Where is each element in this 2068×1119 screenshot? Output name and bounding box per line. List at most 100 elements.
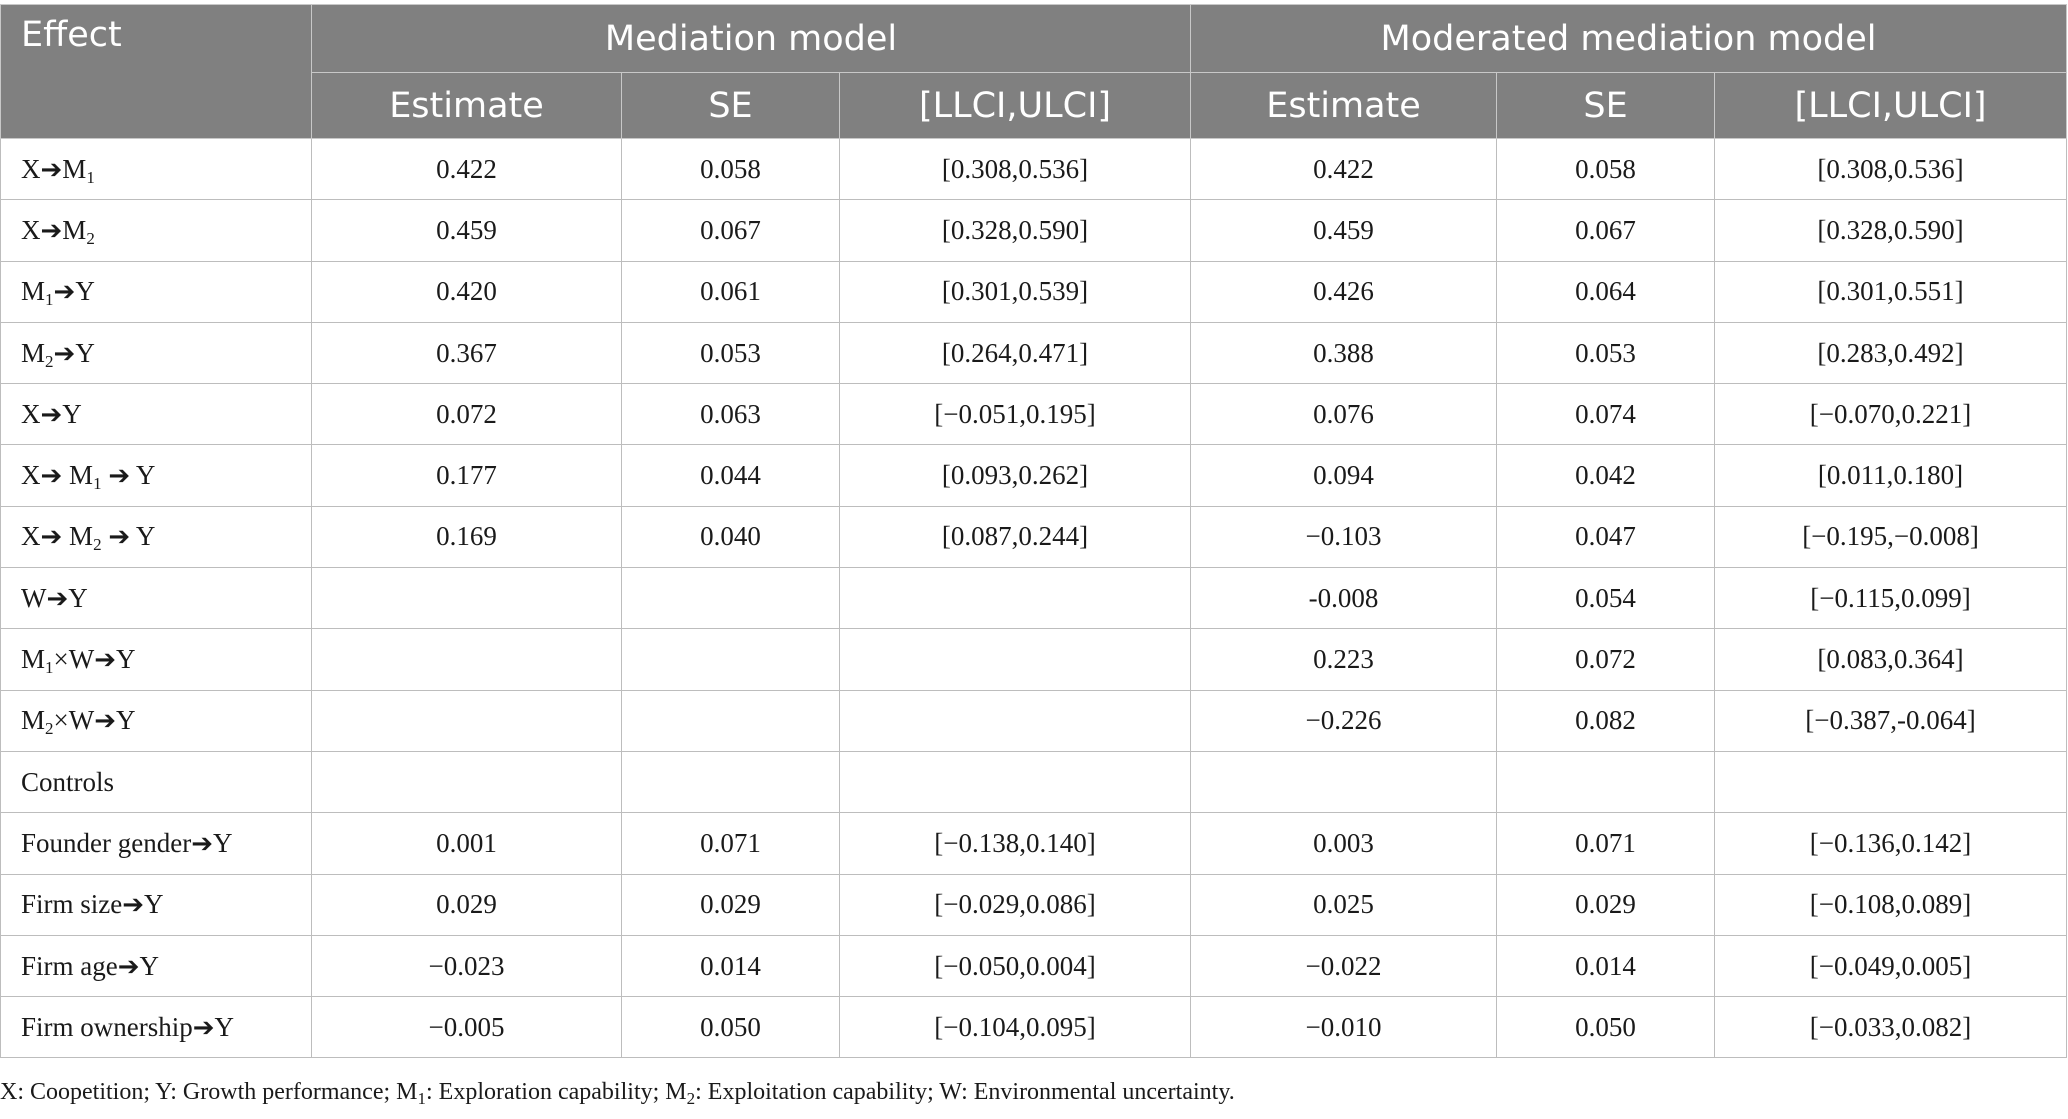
effect-label: X➔ M2 ➔ Y bbox=[0, 505, 312, 569]
table-row: W➔Y -0.008 0.054 [−0.115,0.099] bbox=[0, 567, 2068, 630]
arrow-icon: ➔ bbox=[53, 277, 76, 308]
effect-label-text: Y bbox=[130, 460, 156, 491]
moderated-se-cell: 0.042 bbox=[1496, 444, 1716, 507]
effect-label-text: Y bbox=[139, 950, 160, 981]
moderated-se-cell: 0.082 bbox=[1496, 689, 1716, 752]
effect-label-text: X bbox=[21, 521, 41, 552]
arrow-icon: ➔ bbox=[40, 461, 63, 492]
table-row: M1×W➔Y 0.223 0.072 [0.083,0.364] bbox=[0, 628, 2068, 691]
moderated-estimate-cell: 0.223 bbox=[1190, 628, 1498, 691]
effect-label: W➔Y bbox=[0, 567, 312, 630]
moderated-se-cell: 0.050 bbox=[1496, 996, 1716, 1059]
mediation-estimate-cell bbox=[311, 628, 622, 691]
moderated-estimate-cell: 0.076 bbox=[1190, 383, 1498, 446]
effect-label: Firm age➔Y bbox=[0, 934, 312, 998]
effect-label-text: Y bbox=[62, 398, 82, 429]
moderated-se-cell: 0.058 bbox=[1496, 137, 1716, 201]
mediation-ci-cell: [0.264,0.471] bbox=[838, 321, 1192, 385]
effect-label: X➔ M1 ➔ Y bbox=[0, 444, 312, 507]
effect-label-text: Y bbox=[68, 582, 88, 613]
results-table-container: Effect Mediation model Moderated mediati… bbox=[0, 4, 2068, 1059]
arrow-icon: ➔ bbox=[53, 338, 76, 369]
effect-label-text: Y bbox=[130, 521, 156, 552]
moderated-ci-cell: [0.308,0.536] bbox=[1714, 137, 2068, 201]
mediation-estimate-cell bbox=[311, 689, 622, 752]
effect-label: Founder gender➔Y bbox=[0, 812, 312, 875]
table-row: Firm age➔Y −0.023 0.014 [−0.050,0.004] −0.02… bbox=[0, 934, 2068, 998]
moderated-ci-cell: [−0.115,0.099] bbox=[1714, 567, 2068, 630]
moderated-ci-cell: [0.011,0.180] bbox=[1714, 444, 2068, 507]
effect-label: Controls bbox=[0, 750, 312, 814]
mediation-se-cell bbox=[621, 750, 840, 814]
mediation-se-cell: 0.044 bbox=[621, 444, 840, 507]
mediation-estimate-cell: 0.072 bbox=[311, 383, 622, 446]
mediation-se-cell: 0.058 bbox=[621, 137, 840, 201]
effect-label: Firm size➔Y bbox=[0, 873, 312, 936]
effect-label-text: M bbox=[21, 644, 46, 675]
arrow-icon: ➔ bbox=[192, 1012, 215, 1043]
moderated-estimate-cell: 0.388 bbox=[1190, 321, 1498, 385]
mediation-ci-cell: [0.301,0.539] bbox=[838, 260, 1192, 323]
effect-column-header: Effect bbox=[0, 4, 312, 139]
mediation-se-cell: 0.067 bbox=[621, 199, 840, 262]
effect-label-text: ×W bbox=[53, 705, 95, 736]
mediation-estimate-cell bbox=[311, 750, 622, 814]
arrow-icon: ➔ bbox=[117, 951, 140, 982]
moderated-estimate-cell: 0.422 bbox=[1190, 137, 1498, 201]
table-row: Founder gender➔Y 0.001 0.071 [−0.138,0.140]… bbox=[0, 812, 2068, 875]
effect-label: Firm ownership➔Y bbox=[0, 996, 312, 1059]
table-row: Firm size➔Y 0.029 0.029 [−0.029,0.086] 0.025… bbox=[0, 873, 2068, 936]
table-row: Firm ownership➔Y −0.005 0.050 [−0.104,0.095… bbox=[0, 996, 2068, 1059]
effect-label-text: X bbox=[21, 153, 41, 184]
moderated-ci-cell: [−0.108,0.089] bbox=[1714, 873, 2068, 936]
moderated-estimate-cell bbox=[1190, 750, 1498, 814]
results-table: Effect Mediation model Moderated mediati… bbox=[0, 4, 2068, 1059]
moderated-se-cell: 0.029 bbox=[1496, 873, 1716, 936]
effect-label-subscript: 2 bbox=[86, 228, 95, 248]
arrow-icon: ➔ bbox=[40, 215, 63, 246]
table-row: M2×W➔Y −0.226 0.082 [−0.387,-0.064] bbox=[0, 689, 2068, 752]
mediation-se-cell bbox=[621, 628, 840, 691]
moderated-ci-header: [LLCI,ULCI] bbox=[1714, 72, 2068, 139]
mediation-estimate-cell: 0.029 bbox=[311, 873, 622, 936]
effect-label-text: Y bbox=[75, 337, 95, 368]
mediation-se-cell: 0.050 bbox=[621, 996, 840, 1059]
moderated-mediation-model-header: Moderated mediation model bbox=[1190, 4, 2068, 73]
mediation-ci-cell: [−0.104,0.095] bbox=[838, 996, 1192, 1059]
mediation-se-cell: 0.061 bbox=[621, 260, 840, 323]
table-row: X➔M1 0.422 0.058 [0.308,0.536] 0.422 0.058 [0.… bbox=[0, 137, 2068, 201]
moderated-ci-cell: [0.328,0.590] bbox=[1714, 199, 2068, 262]
mediation-ci-cell: [−0.050,0.004] bbox=[838, 934, 1192, 998]
mediation-ci-cell: [0.328,0.590] bbox=[838, 199, 1192, 262]
effect-label-text: Y bbox=[116, 705, 136, 736]
mediation-se-cell: 0.063 bbox=[621, 383, 840, 446]
mediation-ci-cell: [0.308,0.536] bbox=[838, 137, 1192, 201]
mediation-ci-cell bbox=[838, 689, 1192, 752]
effect-label-text: Y bbox=[214, 1011, 235, 1042]
table-row: X➔ M2 ➔ Y 0.169 0.040 [0.087,0.244] −0.103 0.… bbox=[0, 505, 2068, 569]
effect-label-text: Y bbox=[116, 644, 136, 675]
moderated-ci-cell: [−0.136,0.142] bbox=[1714, 812, 2068, 875]
moderated-se-cell bbox=[1496, 750, 1716, 814]
effect-label-text: ×W bbox=[53, 644, 95, 675]
footnote-subscript: 2 bbox=[686, 1089, 696, 1108]
moderated-estimate-cell: -0.008 bbox=[1190, 567, 1498, 630]
mediation-estimate-cell: −0.005 bbox=[311, 996, 622, 1059]
moderated-ci-cell: [0.283,0.492] bbox=[1714, 321, 2068, 385]
effect-label: X➔M1 bbox=[0, 137, 312, 201]
effect-label: M2➔Y bbox=[0, 321, 312, 385]
effect-label-text: Founder gender bbox=[21, 827, 192, 858]
mediation-estimate-header: Estimate bbox=[311, 72, 622, 139]
mediation-estimate-cell: 0.420 bbox=[311, 260, 622, 323]
mediation-se-cell: 0.029 bbox=[621, 873, 840, 936]
effect-label: M2×W➔Y bbox=[0, 689, 312, 752]
arrow-icon: ➔ bbox=[40, 154, 63, 185]
effect-label: X➔Y bbox=[0, 383, 312, 446]
arrow-icon: ➔ bbox=[122, 890, 145, 921]
table-row: X➔ M1 ➔ Y 0.177 0.044 [0.093,0.262] 0.094 0.0… bbox=[0, 444, 2068, 507]
effect-label-text: Y bbox=[75, 276, 95, 307]
arrow-icon: ➔ bbox=[191, 828, 213, 859]
moderated-ci-cell bbox=[1714, 750, 2068, 814]
mediation-se-cell: 0.014 bbox=[621, 934, 840, 998]
effect-label-subscript: 2 bbox=[45, 351, 54, 371]
